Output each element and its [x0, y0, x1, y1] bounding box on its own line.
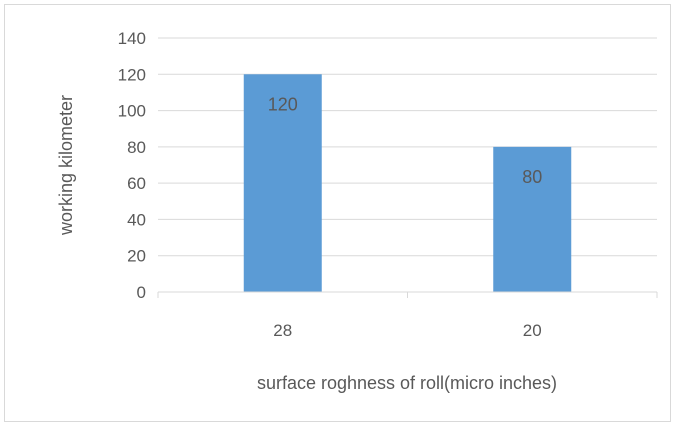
- y-tick-label: 80: [127, 138, 146, 157]
- y-tick-label: 40: [127, 210, 146, 229]
- x-tick-label: 28: [273, 321, 292, 340]
- x-axis-title: surface roghness of roll(micro inches): [257, 373, 557, 393]
- y-tick-label: 20: [127, 247, 146, 266]
- x-tick-labels: 28 20: [273, 321, 541, 340]
- y-axis-title: working kilometer: [56, 95, 76, 236]
- y-tick-label: 60: [127, 174, 146, 193]
- y-tick-labels: 0 20 40 60 80 100 120 140: [118, 29, 146, 302]
- y-tick-label: 120: [118, 65, 146, 84]
- data-label: 80: [522, 167, 542, 187]
- y-tick-label: 100: [118, 102, 146, 121]
- bar-28: [243, 74, 322, 293]
- x-tick-marks: [157, 292, 658, 298]
- bars: [243, 74, 572, 293]
- y-tick-label: 0: [137, 283, 146, 302]
- data-label: 120: [268, 94, 298, 114]
- data-labels: 120 80: [268, 94, 543, 187]
- x-tick-label: 20: [523, 321, 542, 340]
- gridlines: [158, 37, 657, 257]
- y-tick-label: 140: [118, 29, 146, 48]
- bar-20: [493, 146, 572, 292]
